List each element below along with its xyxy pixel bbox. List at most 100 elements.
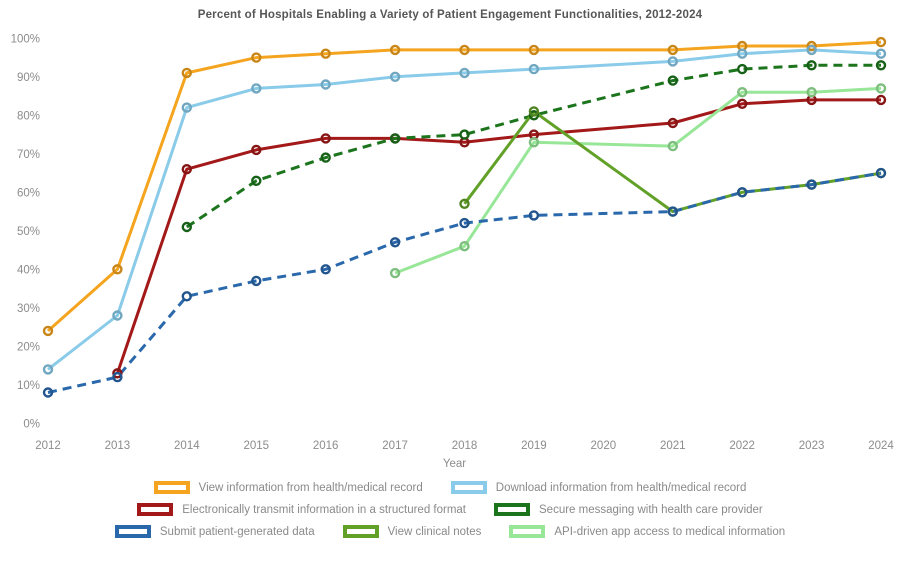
legend-label: View information from health/medical rec… (198, 481, 423, 494)
legend-label: View clinical notes (387, 525, 482, 538)
data-point-view-information (389, 44, 401, 56)
legend-label: Electronically transmit information in a… (182, 503, 467, 516)
data-point-secure-messaging (737, 63, 748, 75)
data-point-secure-messaging (320, 152, 331, 163)
data-point-secure-messaging (875, 60, 887, 71)
data-point-view-information (528, 44, 540, 56)
x-axis-tick-label: 2013 (105, 440, 131, 452)
legend-item-download-information: Download information from health/medical… (450, 481, 747, 494)
data-point-download-information (42, 364, 54, 375)
data-point-submit-patient-data (112, 371, 123, 383)
legend-label: Secure messaging with health care provid… (539, 503, 763, 516)
x-axis-tick-label: 2015 (243, 440, 269, 452)
data-point-submit-patient-data (320, 264, 331, 275)
data-point-transmit-structured (737, 98, 748, 110)
legend-item-view-clinical-notes: View clinical notes (342, 525, 482, 538)
data-point-view-information (251, 52, 262, 63)
x-axis-tick-label: 2022 (729, 440, 755, 452)
legend-swatch-api-access (509, 525, 546, 538)
chart-legend: View information from health/medical rec… (0, 481, 900, 547)
data-point-secure-messaging (459, 129, 470, 140)
legend-swatch-download-information (450, 481, 487, 494)
data-point-api-access (737, 86, 748, 98)
series-line-submit-patient-data (47, 171, 882, 394)
legend-item-api-access: API-driven app access to medical informa… (509, 525, 785, 538)
y-axis-tick-label: 0% (23, 418, 40, 430)
legend-item-transmit-structured: Electronically transmit information in a… (137, 503, 466, 516)
line-chart-canvas: 0% 10% 20% 30% 40% 50% 60% 70% 80% 90% 100% 2012 201… (11, 33, 895, 470)
data-point-transmit-structured (112, 368, 123, 379)
data-point-view-information (112, 264, 123, 275)
data-point-download-information (459, 67, 470, 79)
y-axis-tick-label: 10% (17, 380, 40, 392)
data-point-transmit-structured (181, 163, 193, 175)
legend-row: Electronically transmit information in a… (0, 503, 900, 516)
data-point-transmit-structured (320, 133, 331, 144)
legend-swatch-view-information (153, 481, 190, 494)
data-point-secure-messaging (667, 75, 678, 86)
legend-row: Submit patient-generated data View clinic… (0, 525, 900, 538)
y-axis-tick-label: 50% (17, 226, 40, 238)
data-point-api-access (389, 267, 401, 279)
data-point-download-information (737, 48, 748, 59)
x-axis-tick-label: 2019 (521, 440, 547, 452)
data-point-view-clinical-notes (528, 106, 540, 117)
series-line-view-information (47, 40, 882, 333)
data-point-api-access (806, 86, 817, 98)
series-line-transmit-structured (115, 98, 881, 374)
data-point-view-information (806, 40, 817, 52)
data-point-api-access (528, 137, 540, 148)
data-point-api-access (875, 83, 887, 94)
data-point-submit-patient-data (667, 206, 678, 217)
legend-swatch-view-clinical-notes (342, 525, 379, 538)
series-line-secure-messaging (185, 63, 881, 229)
data-point-view-information (181, 67, 193, 79)
data-point-view-information (667, 44, 678, 56)
legend-row: View information from health/medical rec… (0, 481, 900, 494)
data-point-api-access (459, 240, 470, 252)
series-line-download-information (47, 48, 882, 371)
data-point-submit-patient-data (42, 387, 54, 398)
data-point-transmit-structured (667, 117, 678, 129)
data-point-view-information (42, 325, 54, 337)
legend-swatch-secure-messaging (494, 503, 531, 516)
x-axis-title: Year (443, 458, 466, 470)
y-axis-tick-label: 60% (17, 187, 40, 199)
data-point-view-information (459, 44, 470, 56)
y-axis-tick-label: 90% (17, 72, 40, 84)
legend-label: Download information from health/medical… (495, 481, 747, 494)
chart-title: Percent of Hospitals Enabling a Variety … (197, 9, 703, 21)
legend-item-secure-messaging: Secure messaging with health care provid… (494, 503, 763, 516)
data-point-transmit-structured (875, 94, 887, 106)
legend-label: API-driven app access to medical informa… (554, 525, 786, 538)
y-axis-tick-label: 80% (17, 110, 40, 122)
data-point-submit-patient-data (459, 217, 470, 229)
legend-item-submit-patient-data: Submit patient-generated data (114, 525, 315, 538)
data-point-submit-patient-data (181, 291, 193, 302)
data-point-submit-patient-data (806, 179, 817, 190)
data-point-view-clinical-notes (459, 198, 470, 210)
data-point-submit-patient-data (528, 210, 540, 221)
y-axis-tick-label: 40% (17, 264, 40, 276)
x-axis-tick-label: 2024 (868, 440, 894, 452)
data-point-secure-messaging (528, 110, 540, 121)
legend-item-view-information: View information from health/medical rec… (153, 481, 423, 494)
legend-swatch-submit-patient-data (114, 525, 151, 538)
x-axis-tick-label: 2018 (452, 440, 478, 452)
x-axis-tick-label: 2021 (660, 440, 686, 452)
data-point-download-information (389, 71, 401, 83)
data-point-submit-patient-data (389, 237, 401, 248)
data-point-secure-messaging (389, 133, 401, 144)
data-point-secure-messaging (806, 60, 817, 71)
x-axis-tick-label: 2016 (313, 440, 339, 452)
data-point-download-information (806, 44, 817, 56)
data-point-submit-patient-data (875, 167, 887, 179)
data-point-download-information (251, 83, 262, 94)
x-axis-tick-label: 2023 (799, 440, 825, 452)
data-point-submit-patient-data (737, 187, 748, 198)
data-point-download-information (875, 48, 887, 59)
data-point-view-information (320, 48, 331, 59)
data-point-view-information (875, 36, 887, 48)
y-axis-tick-label: 20% (17, 341, 40, 353)
